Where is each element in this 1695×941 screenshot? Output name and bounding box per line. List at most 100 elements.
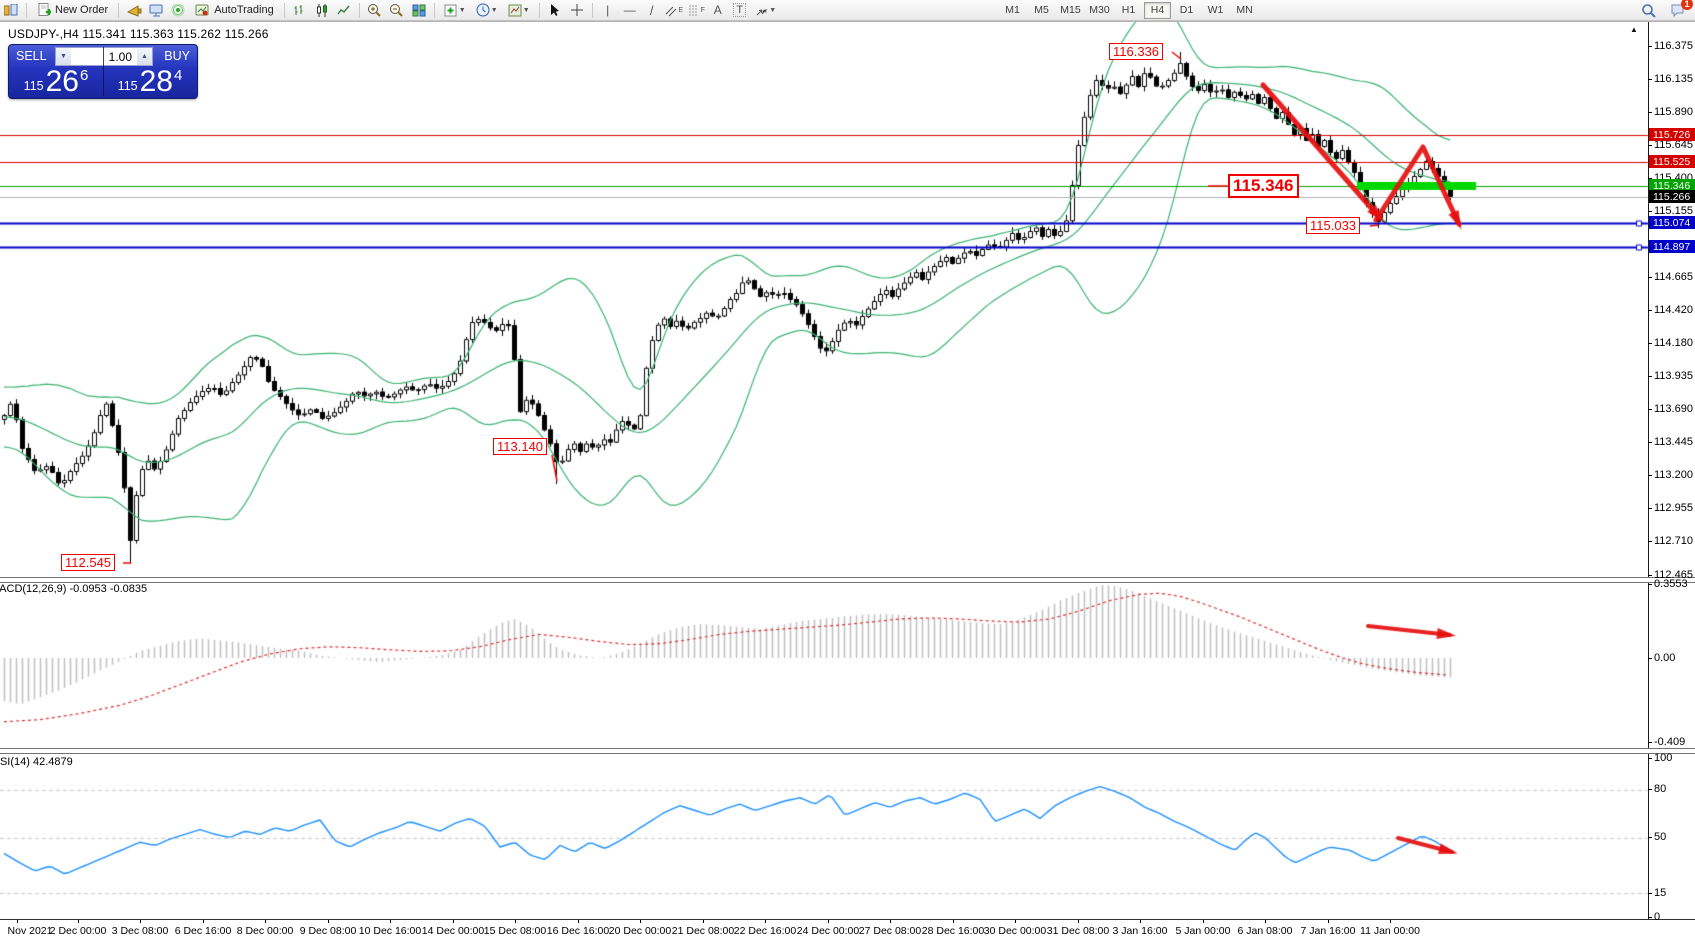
date-tickmark xyxy=(578,920,579,923)
macd-tick-tickmark xyxy=(1648,742,1652,743)
price-tick-tickmark xyxy=(1648,310,1652,311)
date-tickmark xyxy=(703,920,704,923)
macd-tick-tickmark xyxy=(1648,584,1652,585)
date-label: 10 Dec 16:00 xyxy=(358,925,422,937)
price-tick-tickmark xyxy=(1648,409,1652,410)
panel-separator-macd[interactable] xyxy=(0,577,1695,583)
date-tickmark xyxy=(140,920,141,923)
sell-button[interactable]: 115 26 6 xyxy=(9,66,103,98)
date-tickmark xyxy=(1140,920,1141,923)
rsi-tick-tickmark xyxy=(1648,789,1652,790)
price-tick: 114.420 xyxy=(1654,304,1693,316)
date-tickmark xyxy=(1078,920,1079,923)
price-tick-tickmark xyxy=(1648,541,1652,542)
price-tick: 116.375 xyxy=(1654,40,1693,52)
rsi-tick-tickmark xyxy=(1648,917,1652,918)
rsi-tick-tickmark xyxy=(1648,837,1652,838)
volume-control: ▼ 1.00 ▲ xyxy=(55,47,153,66)
buy-price-figure: 115 xyxy=(117,79,138,93)
ohlc-info-line: USDJPY-,H4 115.341 115.363 115.262 115.2… xyxy=(8,27,269,41)
date-tickmark xyxy=(453,920,454,923)
price-badge-115.346: 115.346 xyxy=(1649,179,1695,192)
sell-price-pips: 26 xyxy=(45,65,79,98)
date-label: 21 Dec 08:00 xyxy=(671,925,735,937)
price-tick-tickmark xyxy=(1648,178,1652,179)
date-tickmark xyxy=(1265,920,1266,923)
macd-tick: -0.409 xyxy=(1654,736,1686,748)
sell-price-point: 6 xyxy=(79,67,89,84)
date-tickmark xyxy=(890,920,891,923)
price-tick-tickmark xyxy=(1648,442,1652,443)
price-axis-border xyxy=(1648,22,1649,919)
rsi-tick: 0 xyxy=(1654,911,1661,923)
price-tick-tickmark xyxy=(1648,211,1652,212)
buy-button[interactable]: 115 28 4 xyxy=(103,66,197,98)
date-tickmark xyxy=(1203,920,1204,923)
date-tickmark xyxy=(1390,920,1391,923)
price-tick-tickmark xyxy=(1648,112,1652,113)
date-label: 28 Dec 16:00 xyxy=(921,925,985,937)
date-label: 11 Jan 00:00 xyxy=(1360,925,1420,937)
sell-label: SELL xyxy=(16,48,47,63)
macd-tick: 0.3553 xyxy=(1654,578,1688,590)
date-tickmark xyxy=(390,920,391,923)
price-annotation-116.336[interactable]: 116.336 xyxy=(1109,43,1164,60)
price-annotation-112.545[interactable]: 112.545 xyxy=(61,554,116,571)
price-tick-tickmark xyxy=(1648,343,1652,344)
date-label: 31 Dec 08:00 xyxy=(1046,925,1110,937)
price-tick: 115.890 xyxy=(1654,106,1693,118)
scroll-to-end-marker[interactable]: ▲ xyxy=(1630,25,1638,34)
date-label: 3 Dec 08:00 xyxy=(111,925,169,937)
price-tick: 112.955 xyxy=(1654,502,1693,514)
price-tick-tickmark xyxy=(1648,508,1652,509)
price-annotation-113.140[interactable]: 113.140 xyxy=(493,438,548,455)
price-annotation-115.033[interactable]: 115.033 xyxy=(1306,217,1361,234)
price-badge-115.525: 115.525 xyxy=(1649,155,1695,168)
date-tickmark xyxy=(515,920,516,923)
date-label: 8 Dec 00:00 xyxy=(236,925,294,937)
date-label: 2 Dec 00:00 xyxy=(49,925,107,937)
trade-panel-divider xyxy=(103,47,104,96)
volume-decrease-button[interactable]: ▼ xyxy=(56,48,71,65)
macd-tick: 0.00 xyxy=(1654,652,1676,664)
price-tick: 113.445 xyxy=(1654,436,1693,448)
sell-price-figure: 115 xyxy=(23,79,44,93)
price-annotation-115.346[interactable]: 115.346 xyxy=(1228,174,1299,198)
panel-separator-rsi[interactable] xyxy=(0,748,1695,754)
date-tickmark xyxy=(1015,920,1016,923)
price-tick: 114.665 xyxy=(1654,271,1693,283)
date-label: 9 Dec 08:00 xyxy=(299,925,357,937)
buy-label: BUY xyxy=(164,48,190,63)
date-label: 5 Jan 00:00 xyxy=(1175,925,1231,937)
price-tick-tickmark xyxy=(1648,277,1652,278)
price-tick: 113.200 xyxy=(1654,469,1693,481)
rsi-tick: 80 xyxy=(1654,783,1667,795)
volume-increase-button[interactable]: ▲ xyxy=(137,48,152,65)
price-tick: 115.645 xyxy=(1654,139,1693,151)
price-tick: 112.465 xyxy=(1654,569,1693,581)
price-tick: 115.155 xyxy=(1654,205,1693,217)
date-label: 27 Dec 08:00 xyxy=(858,925,922,937)
date-label: 6 Jan 08:00 xyxy=(1237,925,1293,937)
price-tick-tickmark xyxy=(1648,46,1652,47)
price-badge-115.074: 115.074 xyxy=(1649,216,1695,229)
price-tick-tickmark xyxy=(1648,376,1652,377)
macd-indicator-label: MACD(12,26,9) -0.0953 -0.0835 xyxy=(0,583,148,595)
rsi-tick-tickmark xyxy=(1648,893,1652,894)
date-label: 3 Jan 16:00 xyxy=(1112,925,1168,937)
date-tickmark xyxy=(828,920,829,923)
date-label: 30 Dec 00:00 xyxy=(983,925,1047,937)
date-label: 24 Dec 00:00 xyxy=(796,925,860,937)
price-tick: 112.710 xyxy=(1654,535,1693,547)
volume-input[interactable]: 1.00 xyxy=(108,49,132,64)
date-label: 22 Dec 16:00 xyxy=(733,925,797,937)
price-tick-tickmark xyxy=(1648,575,1652,576)
macd-tick-tickmark xyxy=(1648,658,1652,659)
date-tickmark xyxy=(765,920,766,923)
date-label: Nov 2021 xyxy=(7,925,53,937)
price-badge-114.897: 114.897 xyxy=(1649,240,1695,253)
date-tickmark xyxy=(265,920,266,923)
date-label: 14 Dec 00:00 xyxy=(421,925,485,937)
price-tick-tickmark xyxy=(1648,145,1652,146)
